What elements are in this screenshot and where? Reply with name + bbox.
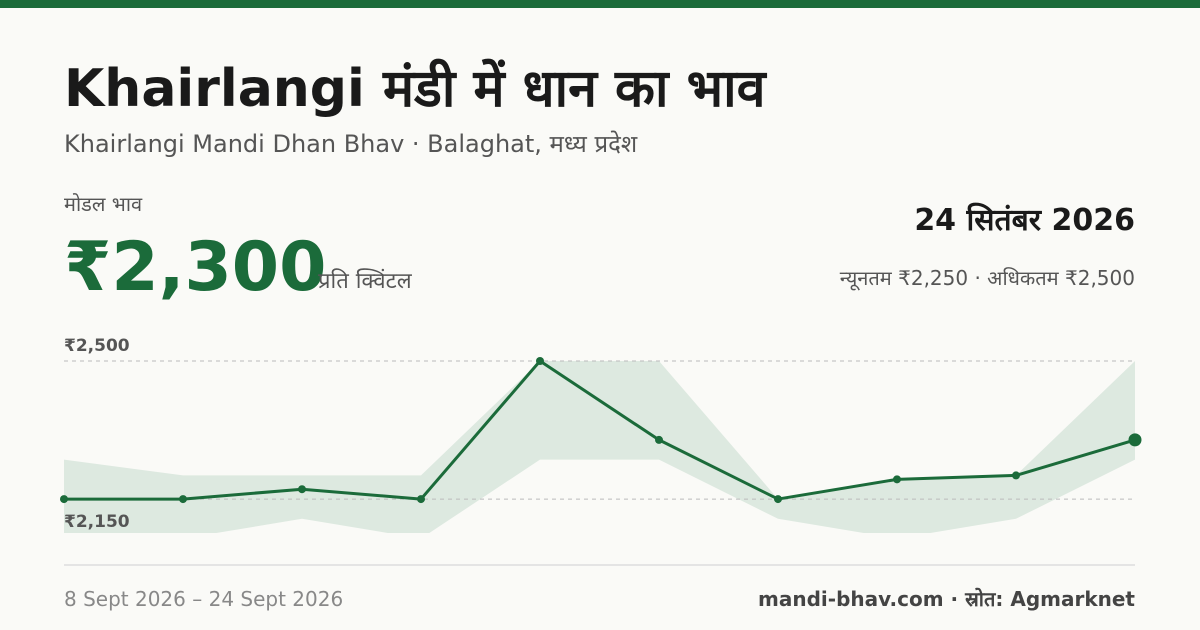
price-dot [655, 435, 663, 444]
price-dot [298, 485, 306, 494]
price-label: मोडल भाव [64, 192, 143, 216]
overlay: ₹2,500 ₹2,150 [60, 336, 1142, 532]
price-dot [417, 495, 425, 504]
price-unit: प्रति क्विंटल [318, 268, 413, 294]
price-dot [1012, 471, 1020, 480]
price-dot [536, 357, 544, 365]
price-dot [893, 475, 901, 484]
y-tick-label: ₹2,500 [64, 336, 130, 356]
modal-price: ₹2,300 [64, 228, 326, 307]
price-line [64, 359, 1136, 501]
footer-source: mandi-bhav.com · स्रोत: Agmarknet [758, 587, 1135, 611]
price-range: न्यूनतम ₹2,250 · अधिकतम ₹2,500 [840, 266, 1135, 291]
footer-dates: 8 Sept 2026 – 24 Sept 2026 [64, 587, 343, 611]
price-dot [179, 495, 187, 504]
price-dot [774, 495, 782, 504]
range-band [64, 361, 1135, 533]
subtitle: Khairlangi Mandi Dhan Bhav · Balaghat, म… [64, 130, 638, 158]
date: 24 सितंबर 2026 [914, 202, 1135, 238]
plot [64, 361, 1135, 533]
price-dot [60, 495, 68, 504]
price-dot [1128, 433, 1142, 447]
top-bar [0, 0, 1200, 8]
title: Khairlangi मंडी में धान का भाव [64, 58, 768, 119]
y-tick-label: ₹2,150 [64, 512, 130, 532]
